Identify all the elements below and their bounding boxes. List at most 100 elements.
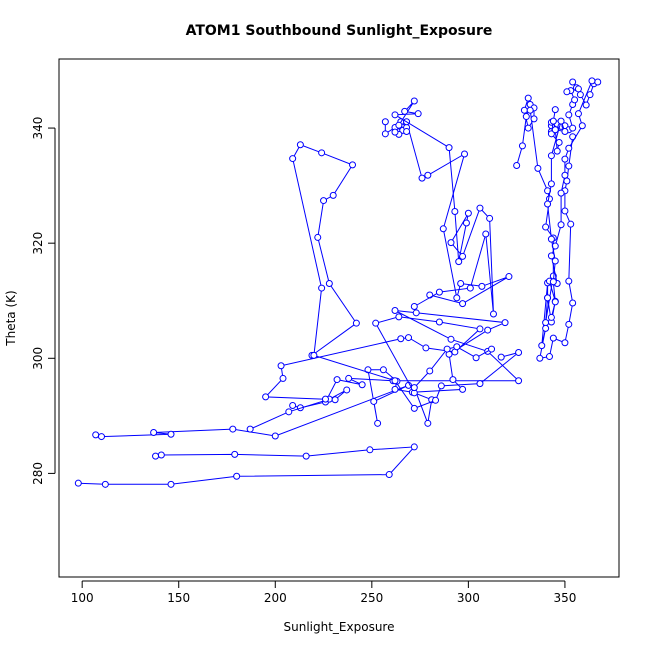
data-point — [405, 334, 413, 342]
data-point — [542, 319, 550, 327]
data-point — [563, 177, 571, 185]
data-point — [391, 385, 399, 393]
chart-title: ATOM1 Southbound Sunlight_Exposure — [186, 23, 493, 39]
data-point — [410, 384, 418, 392]
data-point — [459, 300, 467, 308]
data-point — [410, 302, 418, 310]
data-point — [331, 396, 339, 404]
data-point — [167, 430, 175, 438]
data-point — [476, 380, 484, 388]
data-point — [310, 351, 318, 359]
data-point — [476, 204, 484, 212]
data-point — [418, 174, 426, 182]
data-point — [401, 107, 409, 115]
data-point — [424, 171, 432, 179]
data-point — [391, 128, 399, 136]
data-point — [482, 230, 490, 238]
data-point — [478, 282, 486, 290]
data-point — [561, 207, 569, 215]
data-point — [381, 118, 389, 126]
data-point — [569, 124, 577, 132]
data-point — [586, 91, 594, 99]
data-point — [157, 451, 165, 459]
data-point — [343, 386, 351, 394]
data-point — [358, 381, 366, 389]
data-point — [352, 319, 360, 327]
data-point — [574, 85, 582, 93]
data-point — [563, 88, 571, 96]
data-point — [557, 189, 565, 197]
data-point — [565, 320, 573, 328]
data-point — [451, 208, 459, 216]
data-point — [314, 233, 322, 241]
data-point — [414, 110, 422, 118]
data-point — [285, 408, 293, 416]
data-point — [551, 298, 559, 306]
data-point — [318, 284, 326, 292]
data-point — [542, 324, 550, 332]
y-tick-label: 340 — [31, 117, 45, 140]
x-tick-label: 250 — [360, 591, 383, 605]
plot-area-border — [58, 58, 620, 578]
data-point — [462, 219, 470, 227]
data-point — [555, 138, 563, 146]
data-point — [536, 354, 544, 362]
x-axis: 100 150 200 250 300 350 — [71, 580, 576, 605]
data-point — [513, 161, 521, 169]
series-3 — [246, 313, 496, 433]
data-point — [271, 432, 279, 440]
data-point — [464, 209, 472, 217]
data-point — [397, 335, 405, 343]
data-point — [582, 101, 590, 109]
series-4 — [289, 141, 523, 412]
data-point — [459, 252, 467, 260]
data-point — [547, 152, 555, 160]
y-tick-label: 320 — [31, 232, 45, 255]
data-point — [588, 77, 596, 85]
data-point — [466, 284, 474, 292]
data-point — [455, 258, 463, 266]
data-point — [101, 480, 109, 488]
data-point — [549, 278, 557, 286]
data-point — [565, 277, 573, 285]
series-9 — [544, 106, 569, 321]
data-point — [333, 376, 341, 384]
data-point — [557, 117, 565, 125]
data-point — [561, 339, 569, 347]
data-point — [435, 288, 443, 296]
data-point — [524, 124, 532, 132]
data-point — [443, 345, 451, 353]
data-point — [553, 147, 561, 155]
series-line — [547, 109, 566, 318]
data-point — [403, 128, 411, 136]
x-axis-label: Sunlight_Exposure — [284, 620, 395, 634]
data-point — [447, 335, 455, 343]
data-point — [370, 397, 378, 405]
series-1 — [74, 443, 418, 488]
data-point — [379, 366, 387, 374]
data-point — [557, 221, 565, 229]
data-point — [569, 78, 577, 86]
data-point — [410, 404, 418, 412]
data-point — [345, 374, 353, 382]
data-point — [366, 446, 374, 454]
data-point — [447, 239, 455, 247]
data-point — [289, 401, 297, 409]
data-point — [246, 425, 254, 433]
data-point — [561, 155, 569, 163]
data-point — [435, 318, 443, 326]
data-point — [325, 279, 333, 287]
data-point — [549, 117, 557, 125]
data-point — [486, 214, 494, 222]
data-point — [453, 343, 461, 351]
data-point — [395, 121, 403, 129]
data-point — [279, 374, 287, 382]
data-point — [574, 110, 582, 118]
data-point — [547, 180, 555, 188]
data-point — [505, 273, 513, 281]
data-point — [92, 431, 100, 439]
data-point — [497, 353, 505, 361]
data-point — [74, 479, 82, 487]
data-point — [544, 294, 552, 302]
